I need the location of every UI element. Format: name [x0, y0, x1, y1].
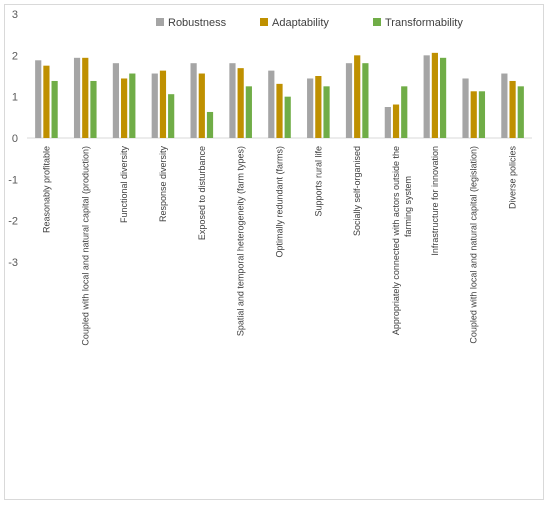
bar-adaptability [121, 78, 128, 138]
bar-robustness [462, 78, 469, 138]
bar-adaptability [198, 73, 205, 138]
bars [35, 52, 524, 139]
legend: Robustness Adaptability Transformability [156, 17, 463, 29]
bar-transformability [401, 86, 408, 138]
bar-transformability [323, 86, 330, 138]
y-tick-label: -3 [8, 257, 18, 269]
bar-adaptability [276, 83, 283, 138]
y-tick-label: 1 [12, 92, 18, 104]
bar-robustness [151, 73, 158, 138]
bar-transformability [90, 80, 97, 138]
bar-robustness [190, 63, 197, 138]
bar-robustness [501, 73, 508, 138]
bar-transformability [245, 86, 252, 138]
bar-adaptability [392, 104, 400, 138]
bar-robustness [112, 63, 120, 138]
bar-adaptability [43, 65, 50, 138]
bar-robustness [229, 63, 236, 138]
legend-swatch-transformability [373, 18, 381, 26]
bar-adaptability [509, 80, 516, 138]
legend-label-adaptability: Adaptability [272, 17, 329, 29]
bar-adaptability [354, 55, 361, 139]
bar-adaptability [431, 52, 438, 138]
bar-robustness [73, 57, 81, 138]
legend-swatch-adaptability [260, 18, 268, 26]
bar-robustness [423, 55, 430, 139]
bar-transformability [168, 94, 175, 138]
category-label: Spatial and temporal heterogeneity (farm… [236, 146, 246, 336]
category-label: Socially self-organised [352, 146, 362, 236]
category-label: Reasonably profitable [41, 146, 51, 233]
category-label: Functional diversity [119, 146, 129, 224]
bar-robustness [268, 70, 275, 138]
bar-transformability [129, 73, 136, 138]
legend-label-transformability: Transformability [385, 17, 463, 29]
bar-transformability [206, 111, 214, 138]
category-label: Optimally redundant (farms) [275, 146, 285, 258]
bar-robustness [345, 63, 353, 138]
legend-label-robustness: Robustness [168, 17, 227, 29]
bar-adaptability [159, 70, 167, 138]
category-label: Exposed to disturbance [197, 146, 207, 240]
category-label: Response diversity [158, 146, 168, 223]
bar-transformability [362, 63, 369, 138]
category-label: Diverse policies [508, 146, 518, 210]
category-label: Supports rural life [313, 146, 323, 217]
category-label: Coupled with local and natural capital (… [469, 146, 479, 344]
bar-adaptability [82, 57, 89, 138]
bar-adaptability [470, 91, 477, 138]
y-tick-label: -1 [8, 174, 18, 186]
category-label: Infrastructure for innovation [430, 146, 440, 256]
bar-adaptability [315, 76, 322, 138]
y-tick-label: 2 [12, 50, 18, 62]
y-tick-label: -2 [8, 216, 18, 228]
bar-transformability [439, 57, 447, 138]
bar-robustness [384, 107, 391, 138]
bar-transformability [478, 91, 486, 138]
bar-robustness [35, 60, 42, 138]
bar-transformability [51, 80, 58, 138]
category-labels: Reasonably profitable Coupled with local … [41, 146, 517, 346]
y-tick-label: 0 [12, 133, 18, 145]
bar-transformability [284, 96, 291, 138]
bar-robustness [307, 78, 314, 138]
bar-adaptability [237, 68, 244, 138]
bar-transformability [517, 86, 524, 138]
category-label: Coupled with local and natural capital (… [80, 146, 90, 346]
y-tick-label: 3 [12, 9, 18, 21]
legend-swatch-robustness [156, 18, 164, 26]
category-label: Appropriately connected with actors outs… [391, 146, 413, 335]
